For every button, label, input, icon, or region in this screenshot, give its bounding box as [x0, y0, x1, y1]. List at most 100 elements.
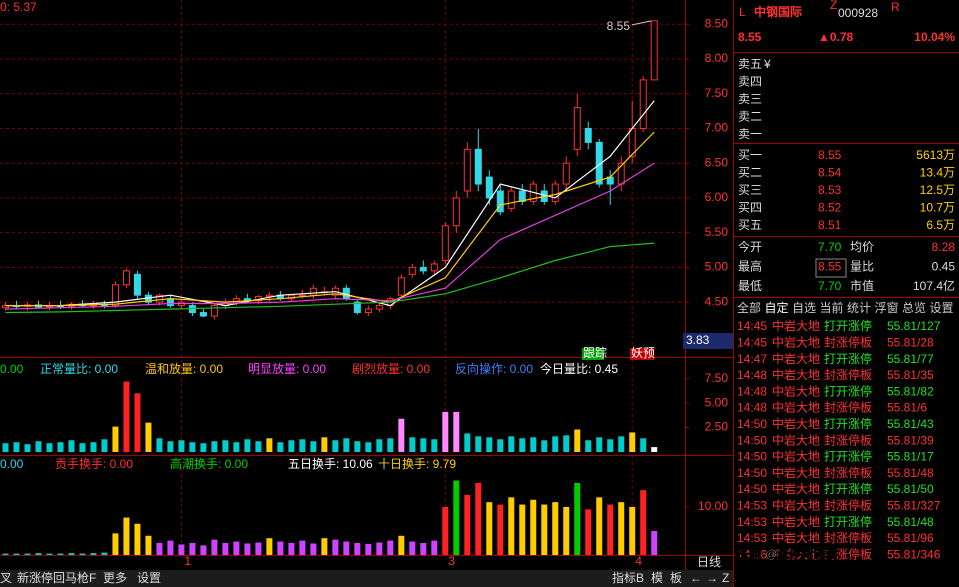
bar [442, 506, 449, 555]
bar [189, 442, 196, 452]
stat-value: 8.28 [932, 240, 956, 254]
toolbar-button[interactable]: 设置 [137, 571, 161, 585]
trade-time: 14:50 [737, 482, 767, 496]
candle-body [430, 263, 438, 272]
candle-body [199, 312, 207, 317]
tab[interactable]: 全部 [737, 300, 761, 315]
trade-time: 14:48 [737, 401, 767, 415]
bar [475, 482, 482, 555]
y-tick-label: 6.00 [705, 190, 729, 204]
tab[interactable]: 总览 [902, 300, 926, 315]
bar [640, 490, 647, 555]
bar [156, 438, 163, 452]
trade-time: 14:48 [737, 368, 767, 382]
bar [68, 553, 75, 555]
bar [68, 440, 75, 452]
stat-label: 市值 [850, 278, 874, 293]
stat-label: 量比 [850, 260, 874, 274]
candle-body [639, 79, 647, 129]
tab[interactable]: 统计 [847, 301, 871, 315]
toolbar-button[interactable]: 模 [651, 571, 663, 585]
indicator-readout: 正常量比: 0.00 [40, 362, 118, 376]
candle-body [419, 266, 427, 272]
stock-name: 中钢国际 [754, 4, 802, 19]
stat-label: 均价 [850, 240, 874, 254]
stat-value: 107.4亿 [913, 278, 955, 293]
trade-stock: 中岩大地 [772, 383, 820, 398]
tab[interactable]: 自选 [792, 301, 816, 315]
bar [233, 541, 240, 555]
y-tick-label: 5.50 [705, 225, 729, 239]
bar [167, 441, 174, 452]
bar [24, 444, 31, 452]
bar [475, 436, 482, 452]
bar [35, 441, 42, 452]
ma-line [5, 242, 655, 314]
bar [211, 441, 218, 452]
trade-stock: 中岩大地 [772, 351, 820, 366]
bar [233, 442, 240, 452]
stat-label: 最低 [738, 279, 762, 293]
bar [387, 438, 394, 452]
bar [530, 437, 537, 452]
tab[interactable]: 设置 [930, 301, 954, 315]
bar [651, 530, 658, 555]
toolbar-button[interactable]: ← [690, 571, 702, 585]
y-tick-label: 8.00 [705, 51, 729, 65]
bar [222, 440, 229, 452]
tab[interactable]: 当前 [820, 300, 844, 315]
period-label: 日线 [697, 555, 721, 569]
toolbar-button[interactable]: Z [722, 571, 729, 585]
indicator-readout: 0: 5.37 [0, 0, 37, 14]
tab[interactable]: 浮窗 [875, 301, 899, 315]
stock-code: 000928 [838, 6, 878, 20]
bid-price: 8.53 [818, 183, 842, 197]
trade-value: 55.81/327 [887, 498, 941, 512]
bar [442, 411, 449, 452]
stat-value: 7.70 [818, 240, 842, 254]
toolbar-button[interactable]: 指标B [612, 570, 644, 585]
candle-body [397, 277, 405, 296]
tab[interactable]: 自定 [765, 300, 789, 315]
bar [552, 436, 559, 452]
trade-event: 封涨停板 [824, 367, 872, 382]
bid-price: 8.54 [818, 166, 842, 180]
bar [563, 435, 570, 452]
bar [574, 482, 581, 555]
bar [2, 553, 9, 555]
tag-box [582, 348, 604, 360]
toolbar-button[interactable]: 板 [670, 571, 682, 585]
bar [79, 553, 86, 555]
last-price: 8.55 [738, 30, 762, 44]
y-tick-label: 4.50 [705, 294, 729, 308]
bar [332, 440, 339, 452]
indicator-readout: 明显放量: 0.00 [248, 361, 326, 376]
y-tick-label: 5.00 [705, 395, 729, 409]
y-tick-label: 6.50 [705, 155, 729, 169]
candle-body [375, 305, 383, 310]
trade-value: 55.81/28 [887, 335, 934, 349]
toolbar-button[interactable]: 更多 [103, 571, 127, 585]
tag: 妖预 [631, 346, 655, 360]
change-percent: 10.04% [914, 30, 955, 44]
candle-body [210, 305, 218, 317]
indicator-readout: 贡手换手: 0.00 [55, 457, 133, 471]
bar [310, 543, 317, 555]
bar [200, 443, 207, 452]
trade-time: 14:50 [737, 450, 767, 464]
toolbar-button[interactable]: 叉 [0, 571, 12, 585]
toolbar-button[interactable]: → [706, 571, 718, 585]
bar [508, 497, 515, 555]
candle-body [496, 190, 504, 213]
candle-body [562, 162, 570, 185]
trade-value: 55.81/17 [887, 450, 934, 464]
bar [464, 433, 471, 452]
toolbar-button[interactable]: 新涨停回马枪F [17, 570, 96, 585]
y-tick-label: 5.00 [705, 260, 729, 274]
trade-stock: 中岩大地 [772, 497, 820, 512]
bar [321, 538, 328, 555]
trade-time: 14:56 [737, 547, 767, 561]
trade-value: 55.81/96 [887, 531, 934, 545]
bar [596, 437, 603, 452]
